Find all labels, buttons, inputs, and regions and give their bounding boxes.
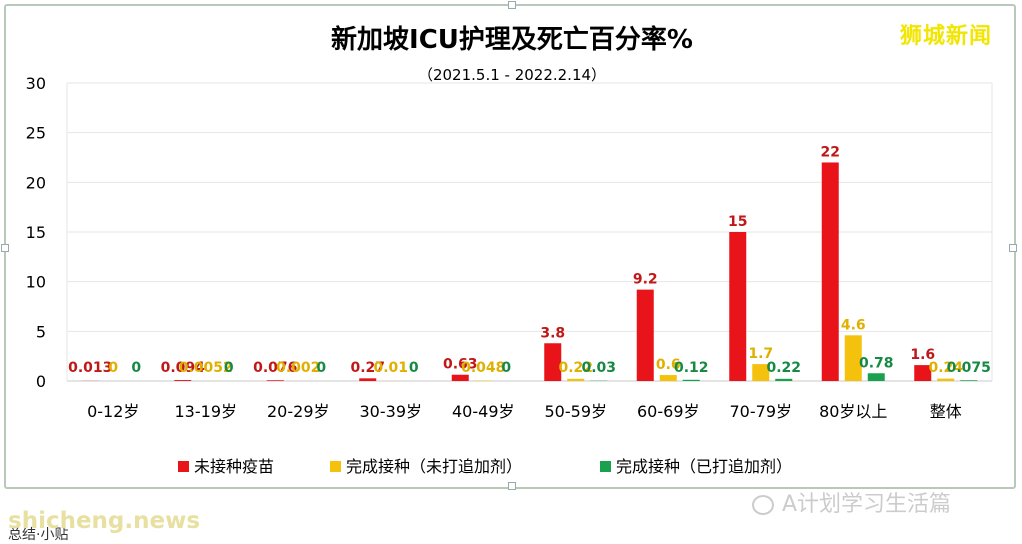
wechat-icon — [752, 495, 774, 515]
x-tick-label: 40-49岁 — [452, 402, 515, 421]
bar — [359, 378, 376, 381]
data-label: 9.2 — [633, 272, 658, 288]
x-tick-label: 30-39岁 — [360, 402, 423, 421]
data-label: 0 — [108, 360, 118, 376]
bar — [868, 373, 885, 381]
data-label: 15 — [728, 214, 747, 230]
bar — [822, 162, 839, 381]
data-label: 0.22 — [766, 360, 801, 376]
watermark-bottom-left: shicheng.news — [8, 508, 200, 534]
x-axis: 0-12岁 13-19岁 20-29岁 30-39岁 40-49岁 50-59岁 60-69… — [87, 402, 962, 421]
data-label: 0.12 — [674, 360, 709, 376]
y-axis: 0 5 10 15 20 25 30 — [26, 74, 46, 391]
legend-swatch — [330, 461, 341, 472]
data-label: 0.002 — [276, 360, 320, 376]
bar — [567, 379, 584, 381]
data-label: 4.6 — [841, 317, 866, 333]
x-tick-label: 80岁以上 — [819, 402, 887, 421]
chart-title: 新加坡ICU护理及死亡百分率% — [331, 24, 693, 55]
x-tick-label: 20-29岁 — [267, 402, 330, 421]
legend: 未接种疫苗 完成接种（未打追加剂） 完成接种（已打追加剂） — [178, 457, 792, 476]
bar — [174, 380, 191, 381]
bar — [729, 232, 746, 381]
bar — [637, 290, 654, 381]
legend-label: 未接种疫苗 — [194, 457, 274, 476]
data-label: 0.013 — [68, 360, 112, 376]
legend-label: 完成接种（未打追加剂） — [346, 457, 522, 476]
watermark-wechat-text: A计划学习生活篇 — [782, 492, 951, 517]
watermark-top-right: 狮城新闻 — [900, 18, 992, 50]
y-tick-label: 10 — [26, 273, 46, 292]
watermark-wechat: A计划学习生活篇 — [752, 486, 951, 518]
y-tick-label: 30 — [26, 74, 46, 93]
data-label: 22 — [821, 144, 840, 160]
y-tick-label: 25 — [26, 124, 46, 143]
y-tick-label: 15 — [26, 223, 46, 242]
x-tick-label: 0-12岁 — [87, 402, 139, 421]
y-tick-label: 0 — [36, 372, 46, 391]
bar — [775, 379, 792, 381]
data-label: 0 — [409, 360, 419, 376]
data-label: 0.048 — [461, 360, 505, 376]
data-label: 0 — [224, 360, 234, 376]
chart-subtitle: （2021.5.1 - 2022.2.14） — [418, 66, 606, 84]
bar — [937, 379, 954, 381]
x-tick-label: 50-59岁 — [545, 402, 608, 421]
legend-swatch — [178, 461, 189, 472]
bar — [683, 380, 700, 381]
bars — [82, 162, 978, 381]
legend-label: 完成接种（已打追加剂） — [616, 457, 792, 476]
data-label: 0.075 — [947, 360, 991, 376]
data-label: 3.8 — [540, 325, 565, 341]
data-label: 0.03 — [581, 360, 616, 376]
x-tick-label: 13-19岁 — [175, 402, 238, 421]
bar — [267, 380, 284, 381]
data-label: 0 — [501, 360, 511, 376]
y-tick-label: 5 — [36, 322, 46, 341]
data-label: 0.01 — [373, 360, 408, 376]
x-tick-label: 60-69岁 — [637, 402, 700, 421]
y-tick-label: 20 — [26, 173, 46, 192]
x-tick-label: 整体 — [930, 402, 962, 421]
bar — [960, 380, 977, 381]
legend-swatch — [600, 461, 611, 472]
x-tick-label: 70-79岁 — [730, 402, 793, 421]
data-label: 0 — [316, 360, 326, 376]
data-label: 0 — [131, 360, 141, 376]
data-label: 0.78 — [859, 355, 894, 371]
